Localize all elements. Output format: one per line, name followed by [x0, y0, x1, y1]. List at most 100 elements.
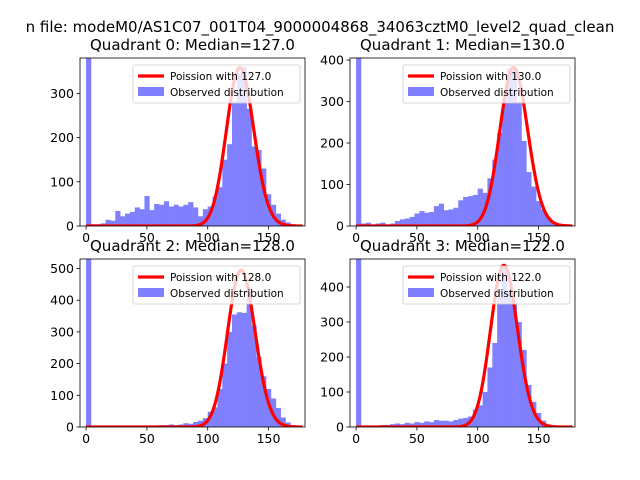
histogram-bar [521, 350, 527, 427]
histogram-bar [540, 209, 547, 226]
histogram-bar [438, 203, 444, 226]
histogram-bar [193, 421, 199, 427]
histogram-bar [380, 222, 386, 226]
x-tick-label: 100 [466, 431, 490, 446]
histogram-bar [251, 325, 257, 427]
legend-hist-label: Observed distribution [440, 288, 554, 300]
histogram-bar [256, 357, 262, 427]
histogram-bar [424, 212, 430, 226]
legend-box [402, 265, 571, 305]
histogram-bar [419, 211, 425, 226]
histogram-bar [129, 211, 136, 226]
histogram-bar [275, 407, 281, 427]
histogram-bar [86, 259, 92, 427]
y-tick-label: 100 [50, 174, 74, 189]
histogram-bar [453, 420, 459, 427]
y-tick-label: 100 [50, 388, 74, 403]
x-tick-label: 150 [527, 230, 551, 245]
x-tick-label: 50 [139, 431, 155, 446]
histogram-bar [458, 200, 464, 226]
histogram-bar [516, 322, 522, 427]
x-tick-label: 0 [82, 230, 90, 245]
histogram-bar [178, 206, 184, 226]
y-tick-label: 200 [50, 130, 74, 145]
y-tick-label: 400 [320, 280, 344, 295]
histogram-bar [217, 388, 223, 427]
plot-area [355, 259, 573, 427]
histogram-bar [409, 423, 415, 427]
y-tick-label: 0 [336, 420, 344, 435]
histogram-bar [149, 210, 155, 226]
histogram-bar [429, 211, 435, 226]
histogram-bar [536, 201, 542, 226]
histogram-bar [236, 73, 243, 226]
legend-hist-label: Observed distribution [170, 288, 284, 300]
legend-box [402, 64, 571, 104]
panel-quadrant-1: 0 50 100 150 0 100 200 300 400 Quadrant 1: Median… [320, 36, 576, 245]
legend-hist-label: Observed distribution [440, 87, 554, 99]
x-tick-label: 150 [257, 431, 281, 446]
histogram-bar [232, 101, 238, 226]
histogram-bar [261, 376, 267, 427]
legend-model-label: Poission with 122.0 [440, 272, 541, 284]
legend-hist-swatch [408, 288, 434, 297]
histogram-bar [173, 204, 179, 226]
histogram-bar [492, 159, 498, 226]
y-tick-label: 0 [336, 219, 344, 234]
histogram-bar [511, 70, 517, 226]
y-tick-label: 100 [320, 177, 344, 192]
histogram-bar [492, 343, 498, 427]
y-tick-label: 200 [320, 136, 344, 151]
x-tick-label: 0 [352, 431, 360, 446]
x-tick-label: 150 [527, 431, 551, 446]
y-tick-label: 500 [50, 261, 74, 276]
histogram-bar [531, 186, 537, 226]
histogram-bar [463, 417, 469, 427]
histogram-bar [256, 149, 262, 226]
y-tick-label: 400 [320, 53, 344, 68]
histogram-bar [120, 216, 126, 226]
panel-quadrant-3: 0 50 100 150 0 100 200 300 400 Quadrant 3: Median… [320, 237, 576, 446]
histogram-bar [356, 259, 362, 427]
histogram-bar [202, 209, 209, 226]
legend: Poission with 127.0 Observed distribution [132, 64, 301, 104]
histogram-bar [193, 207, 199, 226]
histogram-bar [159, 204, 165, 226]
histogram-bar [227, 331, 233, 427]
histogram-bar [453, 207, 459, 226]
histogram-bar [404, 422, 410, 427]
histogram-bar [506, 290, 513, 427]
legend: Poission with 122.0 Observed distribution [402, 265, 571, 305]
histogram-bar [139, 209, 145, 226]
axes-frame [349, 258, 576, 428]
histogram-bar [399, 219, 406, 226]
histogram-bar [511, 302, 517, 427]
histogram-bar [217, 187, 223, 226]
histogram-bar [395, 221, 401, 226]
histogram-bar [222, 159, 228, 226]
x-tick-label: 150 [257, 230, 281, 245]
histogram-bar [477, 405, 483, 427]
histogram-bar [545, 216, 551, 226]
histogram-bar [144, 195, 150, 226]
legend-hist-label: Observed distribution [170, 87, 284, 99]
x-tick-label: 50 [409, 431, 425, 446]
histogram-bar [433, 206, 440, 226]
histogram-bar [472, 194, 479, 226]
panel-title: Quadrant 3: Median=122.0 [360, 237, 565, 255]
histogram-bar [168, 206, 174, 226]
x-tick-label: 50 [139, 230, 155, 245]
x-tick-label: 100 [466, 230, 490, 245]
y-tick-label: 200 [50, 356, 74, 371]
histogram-bar [419, 422, 425, 427]
histogram-bar [414, 422, 420, 427]
histogram-bar [212, 407, 218, 427]
histogram-bar [477, 188, 483, 226]
poisson-curve [355, 263, 573, 427]
y-tick-label: 0 [66, 219, 74, 234]
histogram-bar [467, 196, 474, 226]
histogram-bar [110, 220, 116, 226]
histogram-bar [125, 213, 131, 226]
histogram-bar [516, 101, 522, 226]
